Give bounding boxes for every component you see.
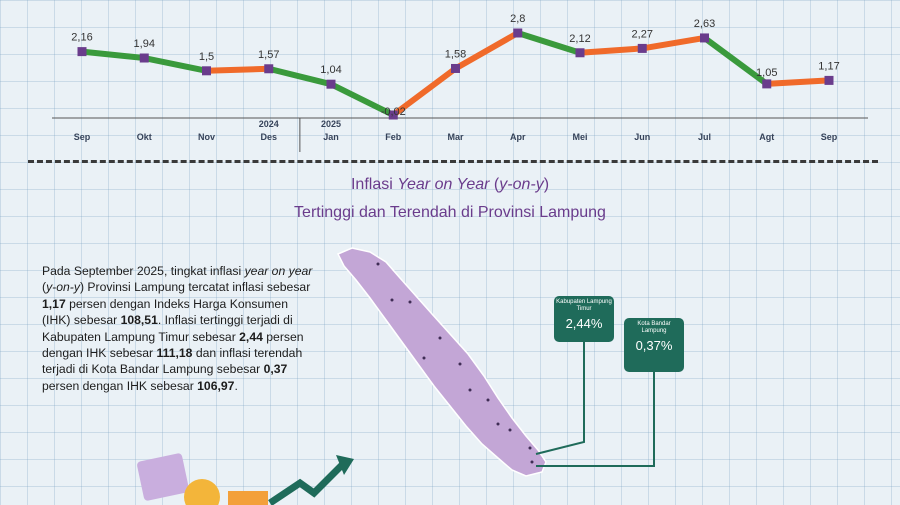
description-text: Pada September 2025, tingkat inflasi yea… xyxy=(42,264,313,393)
line-segment-2 xyxy=(141,55,210,74)
year-label-after: 2025 xyxy=(321,119,341,129)
section-divider xyxy=(28,160,878,163)
x-tick-3: Des xyxy=(260,132,277,142)
line-segment-11 xyxy=(701,34,770,87)
data-point-jul-10 xyxy=(700,33,709,43)
data-point-agt-11 xyxy=(762,79,772,89)
line-segment-6 xyxy=(390,65,459,118)
line-segment-8 xyxy=(514,30,583,56)
year-label-before: 2024 xyxy=(259,119,279,129)
data-point-feb-5 xyxy=(388,110,398,120)
data-point-mei-8 xyxy=(575,48,585,58)
x-tick-12: Sep xyxy=(821,132,838,142)
line-segment-12 xyxy=(763,77,832,87)
data-label-6: 1,58 xyxy=(445,48,466,60)
section-title: Inflasi Year on Year (y-on-y) xyxy=(350,176,550,193)
data-label-11: 1,05 xyxy=(756,67,777,79)
city-dots xyxy=(376,262,534,464)
section-subtitle: Tertinggi dan Terendah di Provinsi Lampu… xyxy=(294,204,606,221)
data-point-sep-12 xyxy=(824,75,834,85)
trend-arrow-icon xyxy=(268,460,347,505)
x-tick-10: Jul xyxy=(698,132,711,142)
data-point-nov-2 xyxy=(202,66,211,76)
data-label-0: 2,16 xyxy=(71,32,92,44)
x-tick-2: Nov xyxy=(198,132,215,142)
data-point-apr-7 xyxy=(513,28,523,38)
banknote-icon xyxy=(137,453,189,501)
data-label-8: 2,12 xyxy=(569,33,590,45)
data-label-1: 1,94 xyxy=(134,38,155,50)
x-tick-8: Mei xyxy=(572,132,587,142)
callout-highest-value: 2,44% xyxy=(565,316,603,331)
x-tick-5: Feb xyxy=(385,132,402,142)
line-segment-10 xyxy=(639,34,708,52)
callout-lowest-label: Kota Bandar Lampung xyxy=(637,321,671,334)
data-label-5: -0,02 xyxy=(381,106,406,118)
data-point-sep-0 xyxy=(77,47,87,57)
callout-highest: Kabupaten Lampung Timur 2,44% xyxy=(554,296,614,342)
callout-highest-label: Kabupaten Lampung Timur xyxy=(556,299,612,312)
sumatra-island-shape xyxy=(336,247,547,477)
data-point-mar-6 xyxy=(451,63,460,73)
data-point-jan-4 xyxy=(326,79,336,89)
callout-lowest: Kota Bandar Lampung 0,37% xyxy=(624,318,684,372)
x-tick-0: Sep xyxy=(74,132,91,142)
callout-connector-lowest xyxy=(536,372,655,467)
data-point-jun-9 xyxy=(637,43,647,53)
data-label-12: 1,17 xyxy=(818,60,839,72)
line-segment-3 xyxy=(203,65,272,74)
callout-lowest-value: 0,37% xyxy=(635,338,673,353)
data-point-okt-1 xyxy=(139,53,149,63)
x-tick-7: Apr xyxy=(510,132,526,142)
data-point-des-3 xyxy=(264,64,274,74)
data-label-7: 2,8 xyxy=(510,13,525,25)
data-label-4: 1,04 xyxy=(320,64,341,76)
x-tick-6: Mar xyxy=(447,132,464,142)
sumatra-map xyxy=(336,247,655,477)
line-segment-7 xyxy=(452,30,521,72)
line-segment-4 xyxy=(265,65,334,88)
coin-icon xyxy=(184,479,220,505)
line-segment-9 xyxy=(577,45,646,56)
x-tick-9: Jun xyxy=(634,132,650,142)
x-tick-11: Agt xyxy=(759,132,774,142)
data-label-10: 2,63 xyxy=(694,18,715,30)
data-label-9: 2,27 xyxy=(632,28,653,40)
callout-connector-highest xyxy=(535,340,585,455)
x-tick-1: Okt xyxy=(137,132,152,142)
data-label-3: 1,57 xyxy=(258,49,279,61)
x-tick-4: Jan xyxy=(323,132,339,142)
line-segment-5 xyxy=(328,81,397,118)
data-label-2: 1,5 xyxy=(199,51,214,63)
inflation-line-chart: 2024 2025 2,16 1,94 1,5 1,57 1,04 -0,02 1,58 2,8… xyxy=(52,13,868,152)
coin-stack-icon xyxy=(228,491,268,505)
decorative-illustration xyxy=(137,453,354,505)
line-segment-1 xyxy=(79,48,148,62)
